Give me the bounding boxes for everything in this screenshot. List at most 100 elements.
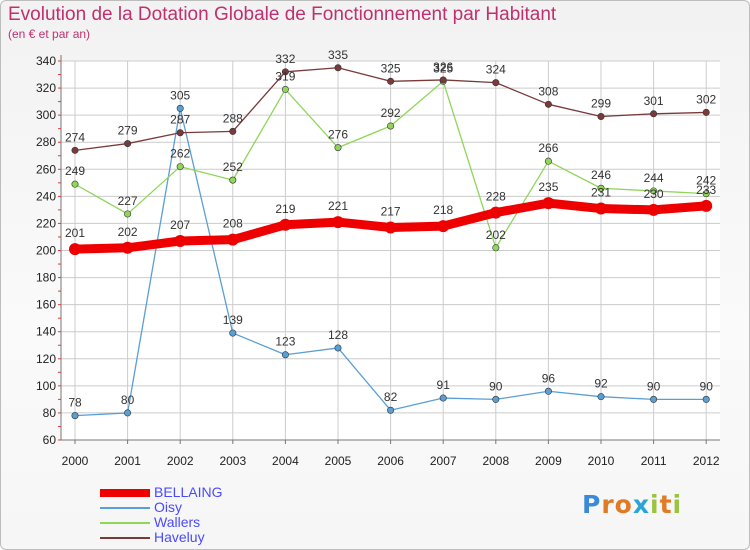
data-label-wallers-2006: 292 — [381, 106, 401, 120]
point-haveluy-2007 — [439, 76, 447, 84]
x-tick-label: 2007 — [430, 454, 457, 468]
data-label-bellaing-2000: 201 — [65, 226, 85, 240]
data-label-wallers-2007: 325 — [433, 61, 453, 75]
legend-label: BELLAING — [154, 484, 223, 500]
point-wallers-2002 — [176, 163, 184, 171]
data-label-bellaing-2006: 217 — [381, 204, 401, 218]
x-tick-label: 2001 — [114, 454, 141, 468]
logo-letter: P — [582, 490, 602, 519]
point-haveluy-2003 — [229, 127, 237, 135]
point-oisy-2001 — [124, 409, 132, 417]
point-haveluy-2012 — [702, 108, 710, 116]
data-label-oisy-2001: 80 — [121, 393, 135, 407]
point-haveluy-2006 — [387, 77, 395, 85]
x-tick-label: 2009 — [535, 454, 562, 468]
point-oisy-2003 — [229, 329, 237, 337]
y-tick-label: 280 — [36, 135, 56, 149]
y-tick-label: 340 — [36, 54, 56, 68]
point-bellaing-2009 — [542, 197, 555, 210]
data-label-oisy-2007: 91 — [437, 378, 451, 392]
logo-letter: x — [632, 490, 650, 519]
x-tick-label: 2005 — [325, 454, 352, 468]
point-wallers-2001 — [124, 210, 132, 218]
legend-label: Wallers — [154, 514, 201, 530]
proxiti-logo: Proxiti — [582, 490, 682, 519]
chart-subtitle: (en € et par an) — [8, 27, 91, 41]
point-oisy-2006 — [387, 406, 395, 414]
data-label-oisy-2004: 123 — [275, 335, 295, 349]
logo-letter: r — [601, 490, 615, 519]
point-wallers-2008 — [492, 244, 500, 252]
data-label-haveluy-2008: 324 — [486, 63, 506, 77]
y-tick-label: 220 — [36, 216, 56, 230]
point-wallers-2009 — [544, 157, 552, 165]
data-label-oisy-2011: 90 — [647, 379, 661, 393]
point-haveluy-2010 — [597, 112, 605, 120]
y-tick-label: 320 — [36, 81, 56, 95]
data-label-haveluy-2009: 308 — [538, 84, 558, 98]
legend-swatch — [100, 522, 150, 524]
point-bellaing-2008 — [489, 206, 502, 219]
point-wallers-2003 — [229, 176, 237, 184]
data-label-wallers-2010: 246 — [591, 168, 611, 182]
data-label-bellaing-2012: 233 — [696, 183, 716, 197]
data-label-haveluy-2001: 279 — [118, 124, 138, 138]
data-label-haveluy-2005: 335 — [328, 48, 348, 62]
point-oisy-2007 — [439, 394, 447, 402]
point-oisy-2011 — [650, 395, 658, 403]
data-label-oisy-2008: 90 — [489, 379, 503, 393]
y-tick-label: 200 — [36, 244, 56, 258]
x-tick-label: 2011 — [641, 454, 667, 468]
point-bellaing-2010 — [595, 202, 607, 215]
point-haveluy-2002 — [176, 129, 184, 137]
chart-title: Evolution de la Dotation Globale de Fonc… — [8, 4, 557, 25]
data-label-bellaing-2002: 207 — [170, 218, 190, 232]
point-haveluy-2005 — [334, 64, 342, 72]
logo-letter: i — [672, 490, 683, 519]
point-wallers-2004 — [281, 85, 289, 93]
data-label-bellaing-2001: 202 — [118, 225, 138, 239]
point-bellaing-2011 — [647, 203, 660, 216]
x-tick-label: 2004 — [272, 454, 299, 468]
data-label-oisy-2006: 82 — [384, 390, 398, 404]
data-label-wallers-2002: 262 — [170, 147, 190, 161]
y-tick-label: 120 — [36, 352, 56, 366]
data-label-oisy-2009: 96 — [542, 371, 556, 385]
data-label-oisy-2012: 90 — [700, 379, 714, 393]
data-label-wallers-2005: 276 — [328, 128, 348, 142]
point-bellaing-2007 — [437, 220, 450, 233]
point-bellaing-2000 — [69, 243, 81, 256]
data-label-haveluy-2002: 287 — [170, 113, 190, 127]
point-wallers-2010 — [597, 184, 605, 192]
data-label-wallers-2004: 319 — [275, 69, 295, 83]
point-bellaing-2002 — [174, 235, 187, 248]
point-wallers-2005 — [334, 144, 342, 152]
data-label-wallers-2001: 227 — [118, 194, 138, 208]
legend-swatch — [100, 537, 150, 539]
y-tick-label: 160 — [36, 298, 56, 312]
point-bellaing-2006 — [384, 221, 397, 234]
data-label-oisy-2000: 78 — [68, 396, 82, 410]
data-label-wallers-2011: 244 — [644, 171, 664, 185]
point-haveluy-2000 — [71, 146, 79, 154]
data-label-wallers-2000: 249 — [65, 164, 85, 178]
data-label-bellaing-2005: 221 — [328, 199, 348, 213]
point-wallers-2006 — [387, 122, 395, 130]
point-wallers-2012 — [702, 190, 710, 198]
x-tick-label: 2010 — [588, 454, 615, 468]
x-tick-label: 2000 — [62, 454, 89, 468]
data-label-haveluy-2011: 301 — [644, 94, 664, 108]
point-oisy-2004 — [281, 351, 289, 359]
point-oisy-2009 — [544, 387, 552, 395]
data-label-haveluy-2003: 288 — [223, 111, 243, 125]
point-oisy-2005 — [334, 344, 342, 352]
data-label-bellaing-2010: 231 — [591, 186, 611, 200]
data-label-wallers-2012: 242 — [696, 174, 716, 188]
point-haveluy-2008 — [492, 79, 500, 87]
data-label-wallers-2008: 202 — [486, 228, 506, 242]
data-label-bellaing-2011: 230 — [644, 187, 664, 201]
data-label-haveluy-2012: 302 — [696, 92, 716, 106]
data-label-wallers-2003: 252 — [223, 160, 243, 174]
data-label-haveluy-2006: 325 — [381, 61, 401, 75]
